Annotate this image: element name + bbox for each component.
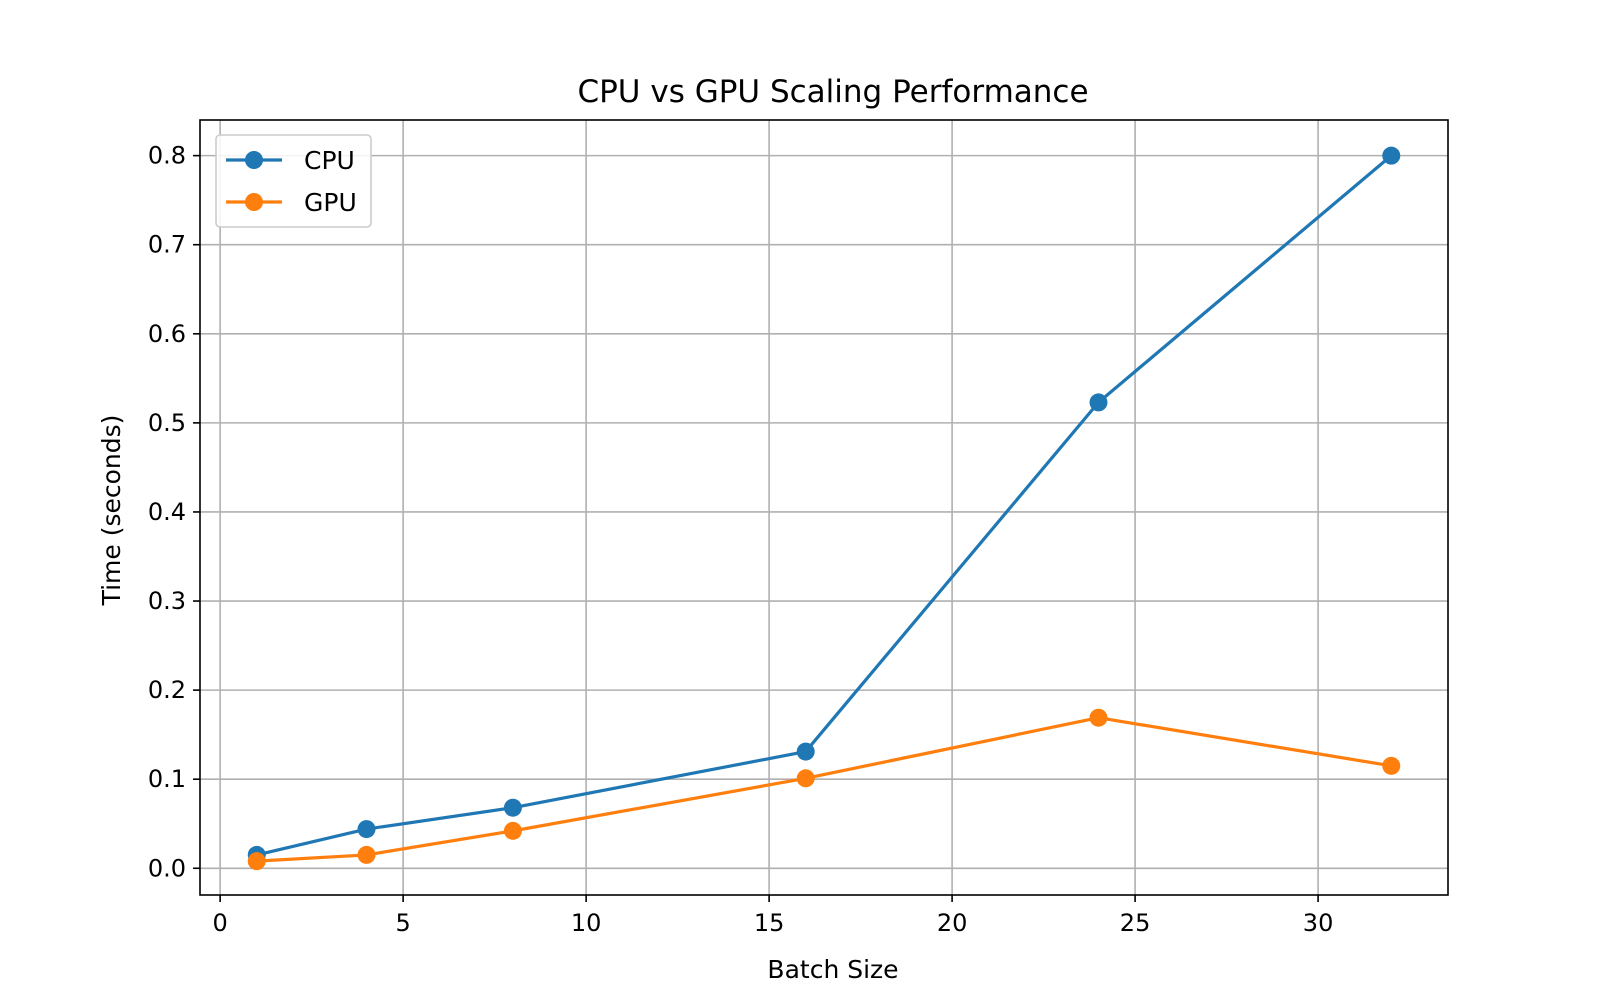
x-tick-label: 20 (937, 909, 968, 937)
y-tick-label: 0.1 (148, 765, 186, 793)
y-tick-label: 0.5 (148, 409, 186, 437)
gpu-data-point (1382, 756, 1401, 775)
cpu-data-point (357, 820, 376, 839)
gpu-data-point (247, 852, 266, 871)
x-tick-label: 25 (1120, 909, 1151, 937)
y-tick-label: 0.0 (148, 854, 186, 882)
y-tick-label: 0.3 (148, 587, 186, 615)
legend-label-cpu: CPU (304, 146, 355, 175)
gpu-data-point (1089, 708, 1108, 727)
y-axis-label: Time (seconds) (97, 415, 126, 607)
x-tick-label: 0 (212, 909, 227, 937)
cpu-data-point (796, 742, 815, 761)
cpu-data-point (1382, 146, 1401, 165)
legend-label-gpu: GPU (304, 188, 357, 217)
y-tick-label: 0.6 (148, 320, 186, 348)
gpu-data-point (796, 769, 815, 788)
cpu-data-point (503, 798, 522, 817)
cpu-series-line (256, 154, 1393, 857)
x-axis-label: Batch Size (767, 955, 898, 984)
x-tick-label: 15 (754, 909, 785, 937)
y-tick-label: 0.4 (148, 498, 186, 526)
gpu-data-point (357, 845, 376, 864)
grid (200, 120, 1448, 895)
x-tick-label: 30 (1303, 909, 1334, 937)
ticks: 0 5 10 15 20 25 30 0.0 0.1 0.2 0.3 0.4 0.5 0.6 0.7 0.8 (148, 142, 1334, 937)
x-tick-label: 5 (395, 909, 410, 937)
chart-title: CPU vs GPU Scaling Performance (577, 74, 1088, 110)
legend-marker-gpu (245, 193, 263, 211)
y-tick-label: 0.8 (148, 142, 186, 170)
plot-frame (199, 119, 1449, 896)
series-layer (247, 146, 1401, 871)
gpu-data-point (503, 821, 522, 840)
y-tick-label: 0.7 (148, 231, 186, 259)
y-tick-label: 0.2 (148, 676, 186, 704)
x-tick-label: 10 (571, 909, 602, 937)
legend: CPU GPU (215, 134, 372, 228)
gpu-series-line (256, 716, 1392, 863)
cpu-data-point (1089, 393, 1108, 412)
legend-marker-cpu (245, 151, 263, 169)
